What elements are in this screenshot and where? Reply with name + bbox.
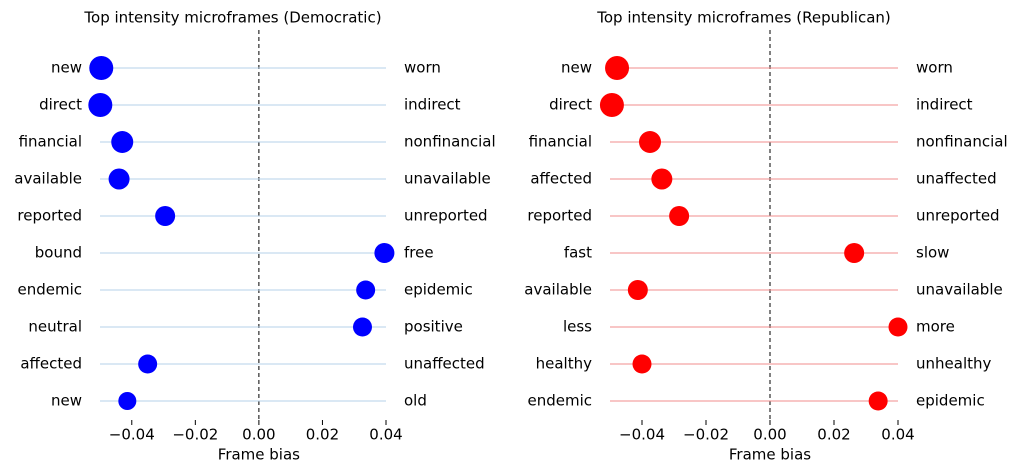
- left-label: new: [51, 59, 82, 77]
- dot: [605, 56, 630, 80]
- right-label: free: [404, 244, 434, 262]
- x-tick-label: −0.04: [619, 426, 665, 444]
- left-label: new: [561, 59, 592, 77]
- x-tick-label: 0.00: [242, 426, 275, 444]
- left-label: healthy: [536, 355, 592, 373]
- left-label: reported: [17, 207, 82, 225]
- x-tick-label: −0.04: [109, 426, 155, 444]
- left-label: financial: [19, 133, 82, 151]
- right-label: unaffected: [916, 170, 997, 188]
- dot: [651, 168, 673, 190]
- left-label: neutral: [28, 318, 82, 336]
- dot: [89, 56, 114, 80]
- right-label: unavailable: [404, 170, 491, 188]
- left-label: affected: [20, 355, 82, 373]
- x-tick-label: 0.00: [753, 426, 786, 444]
- left-label: new: [51, 392, 82, 410]
- right-label: epidemic: [916, 392, 985, 410]
- x-tick-label: 0.02: [817, 426, 850, 444]
- dot: [868, 391, 888, 411]
- dot: [669, 206, 690, 226]
- left-label: direct: [39, 96, 82, 114]
- dot: [599, 93, 624, 117]
- chart-title: Top intensity microframes (Republican): [596, 9, 891, 27]
- right-label: unavailable: [916, 281, 1003, 299]
- right-label: unreported: [916, 207, 1000, 225]
- right-label: indirect: [404, 96, 461, 114]
- x-axis-label: Frame bias: [729, 446, 811, 464]
- right-label: worn: [404, 59, 441, 77]
- dot: [108, 168, 130, 190]
- chart-title: Top intensity microframes (Democratic): [83, 9, 381, 27]
- left-label: less: [563, 318, 592, 336]
- right-label: epidemic: [404, 281, 473, 299]
- x-axis-label: Frame bias: [218, 446, 300, 464]
- right-label: positive: [404, 318, 463, 336]
- dot: [356, 280, 376, 300]
- right-label: unaffected: [404, 355, 485, 373]
- right-label: more: [916, 318, 955, 336]
- left-label: direct: [549, 96, 592, 114]
- right-label: indirect: [916, 96, 973, 114]
- dot: [352, 317, 372, 337]
- right-label: nonfinancial: [404, 133, 496, 151]
- right-label: unreported: [404, 207, 488, 225]
- left-label: fast: [564, 244, 592, 262]
- x-tick-label: 0.02: [306, 426, 339, 444]
- right-label: unhealthy: [916, 355, 991, 373]
- dot: [374, 243, 395, 263]
- left-label: financial: [529, 133, 592, 151]
- dot: [627, 280, 648, 300]
- left-label: available: [524, 281, 592, 299]
- left-label: endemic: [17, 281, 82, 299]
- left-label: affected: [530, 170, 592, 188]
- left-label: available: [14, 170, 82, 188]
- dot: [844, 243, 865, 263]
- right-label: old: [404, 392, 427, 410]
- x-tick-label: −0.02: [683, 426, 729, 444]
- dot: [155, 206, 176, 226]
- dot: [639, 131, 661, 153]
- dot: [118, 392, 137, 410]
- dot: [111, 131, 134, 153]
- right-label: slow: [916, 244, 949, 262]
- dot: [888, 317, 908, 337]
- right-label: nonfinancial: [916, 133, 1008, 151]
- dot: [632, 354, 652, 374]
- left-label: reported: [527, 207, 592, 225]
- dot: [138, 354, 158, 374]
- left-label: bound: [35, 244, 82, 262]
- x-tick-label: 0.04: [881, 426, 914, 444]
- right-label: worn: [916, 59, 953, 77]
- dot: [88, 93, 113, 117]
- left-label: endemic: [527, 392, 592, 410]
- x-tick-label: −0.02: [172, 426, 218, 444]
- x-tick-label: 0.04: [369, 426, 402, 444]
